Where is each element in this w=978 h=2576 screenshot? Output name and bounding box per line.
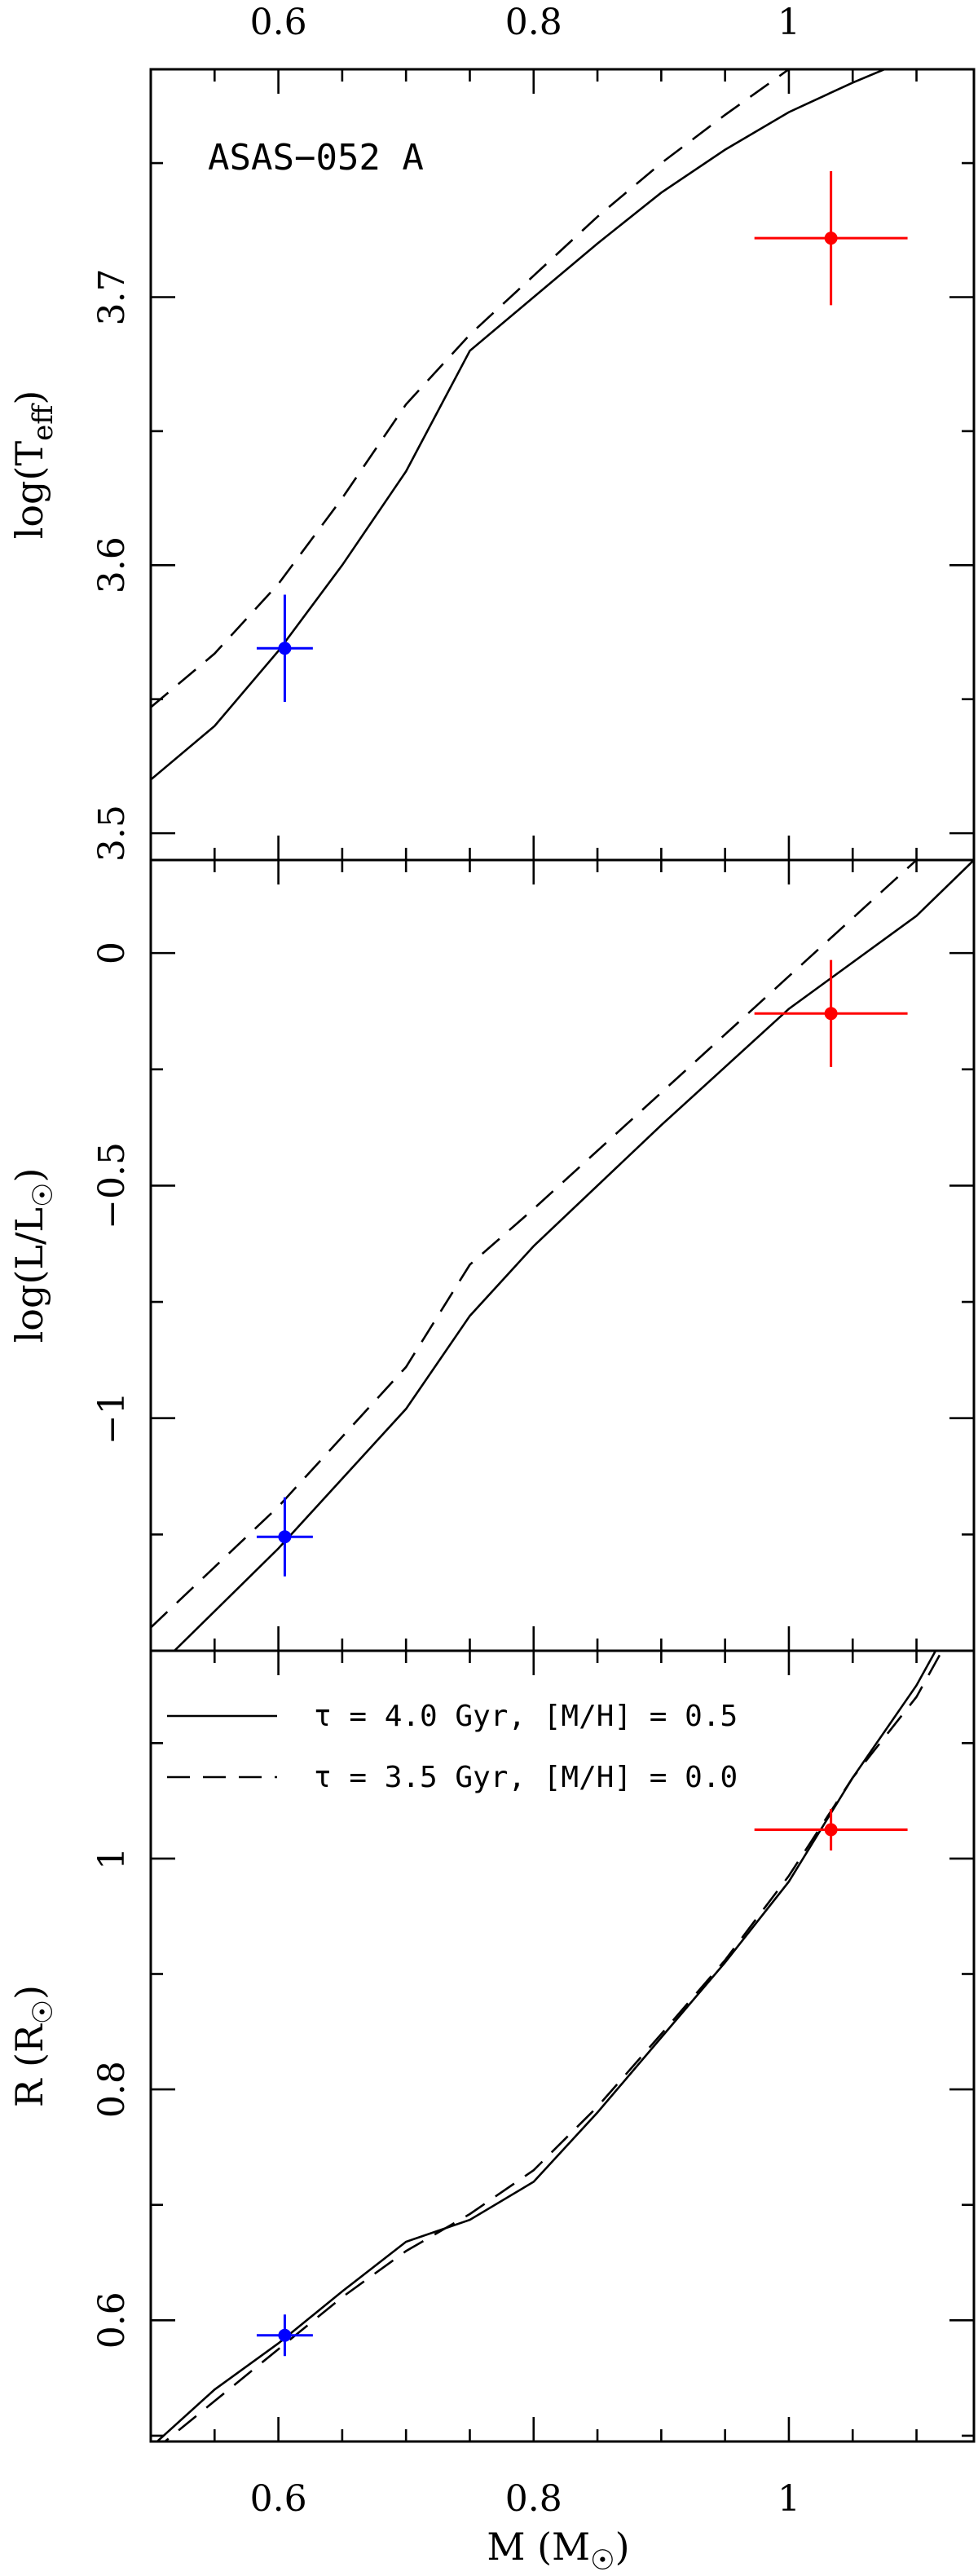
model-dashed-line bbox=[163, 1651, 944, 2441]
y-tick-label: 3.6 bbox=[91, 536, 133, 593]
y-tick-label: 0.6 bbox=[91, 2291, 133, 2349]
x-tick-label-top: 0.6 bbox=[250, 2, 307, 43]
secondary-data-point bbox=[278, 1530, 292, 1544]
panel-teff-ylabel: log(Teff) bbox=[7, 390, 59, 540]
x-tick-label-top: 1 bbox=[778, 2, 800, 43]
panel-radius-frame bbox=[149, 1649, 976, 2443]
panel-teff-ticks bbox=[149, 69, 974, 860]
legend-label-1: τ = 3.5 Gyr, [M/H] = 0.0 bbox=[314, 1761, 738, 1794]
x-tick-label-bottom: 0.8 bbox=[505, 2478, 562, 2520]
x-tick-labels-top: 0.6 0.8 1 bbox=[250, 2, 800, 43]
legend-label-0: τ = 4.0 Gyr, [M/H] = 0.5 bbox=[314, 1700, 738, 1733]
panel-teff-frame bbox=[149, 68, 976, 862]
x-axis-label: M (M☉) bbox=[487, 2525, 629, 2576]
panel-radius-ylabel: R (R☉) bbox=[7, 1985, 59, 2107]
legend: τ = 4.0 Gyr, [M/H] = 0.5 τ = 3.5 Gyr, [M… bbox=[167, 1700, 738, 1794]
y-tick-label: 1 bbox=[91, 1847, 133, 1870]
panel-teff-ytick-labels: 3.5 3.6 3.7 bbox=[91, 268, 133, 862]
y-tick-label: 3.5 bbox=[91, 805, 133, 862]
panel-luminosity-ytick-labels: −1 −0.5 0 bbox=[91, 942, 133, 1445]
y-tick-label: 0.8 bbox=[91, 2061, 133, 2118]
panel-teff-series bbox=[151, 69, 888, 781]
panel-teff-points bbox=[256, 170, 908, 702]
model-dashed-line bbox=[151, 860, 918, 1629]
panel-radius-points bbox=[256, 1809, 908, 2357]
model-solid-line bbox=[173, 860, 974, 1651]
panel-luminosity-ylabel: log(L/L☉) bbox=[7, 1168, 59, 1343]
y-tick-label: 3.7 bbox=[91, 268, 133, 325]
model-solid-line bbox=[151, 69, 888, 781]
panel-teff-annotation: ASAS−052 A bbox=[208, 137, 424, 179]
primary-data-point bbox=[824, 1823, 838, 1837]
panel-radius-ytick-labels: 0.6 0.8 1 bbox=[91, 1847, 133, 2349]
x-tick-labels-bottom: 0.6 0.8 1 bbox=[250, 2478, 800, 2520]
y-tick-label: −1 bbox=[91, 1392, 133, 1445]
panel-radius-ticks bbox=[149, 1651, 974, 2441]
panel-luminosity-ticks bbox=[149, 860, 974, 1652]
panel-luminosity-frame bbox=[149, 858, 976, 1652]
x-tick-label-top: 0.8 bbox=[505, 2, 562, 43]
x-tick-label-bottom: 1 bbox=[778, 2478, 800, 2520]
x-tick-label-bottom: 0.6 bbox=[250, 2478, 307, 2520]
y-tick-label: −0.5 bbox=[91, 1142, 133, 1229]
panel-luminosity-points bbox=[256, 959, 908, 1577]
primary-data-point bbox=[824, 232, 838, 245]
y-tick-label: 0 bbox=[91, 942, 133, 964]
primary-data-point bbox=[824, 1007, 838, 1021]
model-dashed-line bbox=[151, 69, 791, 708]
panel-radius: 0.6 0.8 1 R (R☉) τ = 4.0 Gyr, [M/H] = 0.5 … bbox=[7, 1649, 976, 2443]
secondary-data-point bbox=[278, 642, 292, 655]
panel-teff: 3.5 3.6 3.7 log(Teff) ASAS−052 A bbox=[7, 68, 976, 862]
panel-luminosity: −1 −0.5 0 log(L/L☉) bbox=[7, 858, 976, 1652]
panel-luminosity-series bbox=[151, 860, 974, 1651]
secondary-data-point bbox=[278, 2328, 292, 2342]
